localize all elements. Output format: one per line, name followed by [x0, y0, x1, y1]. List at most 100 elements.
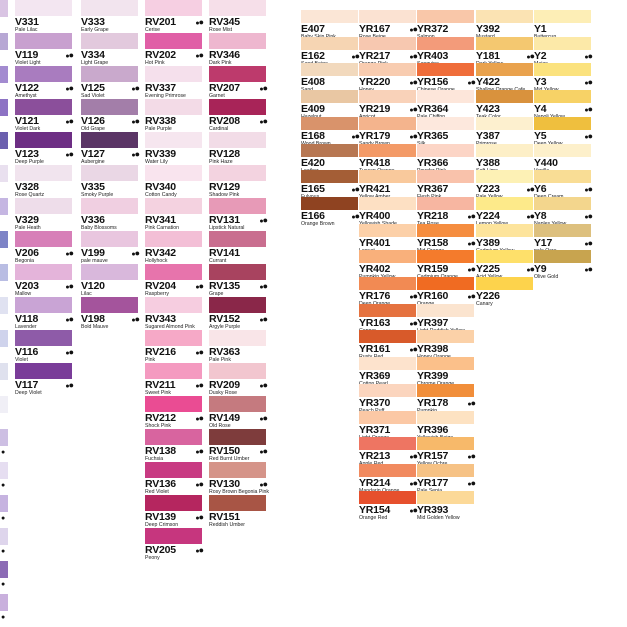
swatch-code: Y423	[476, 103, 500, 116]
swatch-code: YR400	[359, 209, 391, 222]
swatch-code: Y226	[476, 290, 500, 302]
swatch-code: Y3	[534, 76, 547, 89]
color-swatch: RV345 Rose Mist	[209, 0, 266, 36]
swatch-name: Red Violet	[145, 489, 169, 495]
swatch-code: YR218	[417, 209, 449, 222]
swatch-code: RV139	[145, 511, 176, 523]
swatch-name: Orange Brown	[301, 220, 335, 227]
swatch-color-bar	[15, 297, 72, 313]
swatch-code: Y389	[476, 236, 500, 249]
swatch-name: Pale Heath	[15, 225, 41, 231]
swatch-name: Pale Lilac	[15, 27, 38, 33]
swatch-code: RV128	[209, 148, 240, 160]
swatch-name: Hot Pink	[145, 60, 165, 66]
marker-dots-icon: ●●	[584, 104, 593, 115]
swatch-code: RV136	[145, 478, 176, 490]
marker-dots-icon: ●●	[351, 184, 360, 195]
swatch-color-bar	[81, 132, 138, 148]
swatch-name: Garnet	[209, 93, 225, 99]
swatch-color-bar	[417, 36, 474, 50]
color-swatch: RV337 Evening Primrose	[145, 66, 202, 102]
swatch-color-bar	[359, 463, 416, 477]
color-swatch: V127 Aubergine ●●	[81, 132, 140, 168]
swatch-color-bar	[301, 196, 358, 210]
swatch-name: Canary	[476, 301, 493, 307]
color-swatch: RV128 Pink Haze	[209, 132, 266, 168]
swatch-code: Y392	[476, 23, 500, 35]
color-swatch: V123 Deep Purple ●●	[15, 132, 74, 168]
swatch-code: Y387	[476, 129, 500, 142]
swatch-color-bar	[145, 363, 202, 379]
marker-dots-icon: ●●	[526, 184, 535, 195]
swatch-code: YR403	[417, 49, 449, 62]
partial-swatch	[0, 528, 8, 545]
swatch-code: V116	[15, 346, 39, 358]
swatch-name: Grape	[209, 291, 224, 297]
color-swatch: RV129 Shadow Pink	[209, 165, 266, 201]
marker-dot-icon: ●	[1, 581, 6, 588]
swatch-code: YR160	[417, 290, 449, 302]
swatch-color-bar	[417, 63, 474, 77]
swatch-code: YR176	[359, 290, 391, 302]
swatch-color-bar	[301, 116, 358, 130]
swatch-code: RV135	[209, 280, 240, 292]
marker-dots-icon: ●●	[259, 215, 268, 226]
swatch-color-bar	[417, 250, 474, 264]
marker-dots-icon: ●●	[526, 210, 535, 221]
swatch-code: E165	[301, 183, 325, 196]
swatch-name: Bold Mauve	[81, 324, 109, 330]
swatch-code: YR418	[359, 156, 391, 169]
swatch-color-bar	[209, 495, 266, 511]
swatch-name: Lavender	[15, 324, 37, 330]
marker-dots-icon: ●●	[467, 77, 476, 88]
swatch-color-bar	[417, 277, 474, 290]
swatch-name: Pink	[145, 357, 156, 363]
swatch-color-bar	[145, 99, 202, 115]
swatch-name: Reddish Umber	[209, 522, 246, 528]
color-swatch: RV135 Grape ●●	[209, 264, 268, 300]
swatch-code: Y2	[534, 49, 547, 62]
swatch-color-bar	[359, 410, 416, 424]
swatch-color-bar	[359, 36, 416, 50]
marker-dots-icon: ●●	[259, 314, 268, 325]
partial-swatch	[0, 297, 8, 314]
partial-swatch	[0, 495, 8, 512]
partial-swatch	[0, 66, 8, 83]
partial-swatch	[0, 0, 8, 17]
swatch-name: Olive Gold	[534, 274, 559, 281]
swatch-color-bar	[417, 10, 474, 23]
marker-dot-icon: ●	[1, 482, 6, 489]
color-swatch: V334 Light Grape	[81, 33, 138, 69]
swatch-color-bar	[359, 357, 416, 371]
marker-dots-icon: ●●	[65, 116, 74, 127]
swatch-color-bar	[417, 383, 474, 397]
swatch-code: V123	[15, 148, 39, 160]
color-swatch: V206 Begonia ●●	[15, 231, 74, 267]
marker-dots-icon: ●●	[195, 413, 204, 424]
swatch-code: Y422	[476, 76, 500, 89]
color-swatch: RV346 Dark Pink	[209, 33, 266, 69]
swatch-code: V198	[81, 313, 105, 325]
marker-dots-icon: ●●	[467, 237, 476, 248]
swatch-color-bar	[209, 132, 266, 148]
swatch-color-bar	[209, 396, 266, 412]
swatch-name: Shock Pink	[145, 423, 171, 429]
marker-dot-icon: ●	[1, 449, 6, 456]
color-swatch: RV340 Cotton Candy	[145, 165, 202, 201]
swatch-code: RV205	[145, 544, 176, 556]
swatch-name: Pink Carnation	[145, 225, 180, 231]
swatch-color-bar	[417, 90, 474, 104]
marker-dots-icon: ●●	[65, 248, 74, 259]
swatch-color-bar	[476, 116, 533, 130]
color-swatch: V125 Sad Violet ●●	[81, 66, 140, 102]
swatch-name: Old Grape	[81, 126, 105, 132]
swatch-color-bar	[359, 143, 416, 157]
swatch-color-bar	[534, 116, 591, 130]
color-swatch: RV342 Hollyhock	[145, 231, 202, 267]
marker-dots-icon: ●●	[259, 83, 268, 94]
swatch-code: YR163	[359, 316, 391, 329]
marker-dots-icon: ●●	[259, 446, 268, 457]
swatch-code: RV209	[209, 379, 240, 391]
swatch-code: YR219	[359, 103, 391, 116]
swatch-code: V120	[81, 280, 105, 292]
